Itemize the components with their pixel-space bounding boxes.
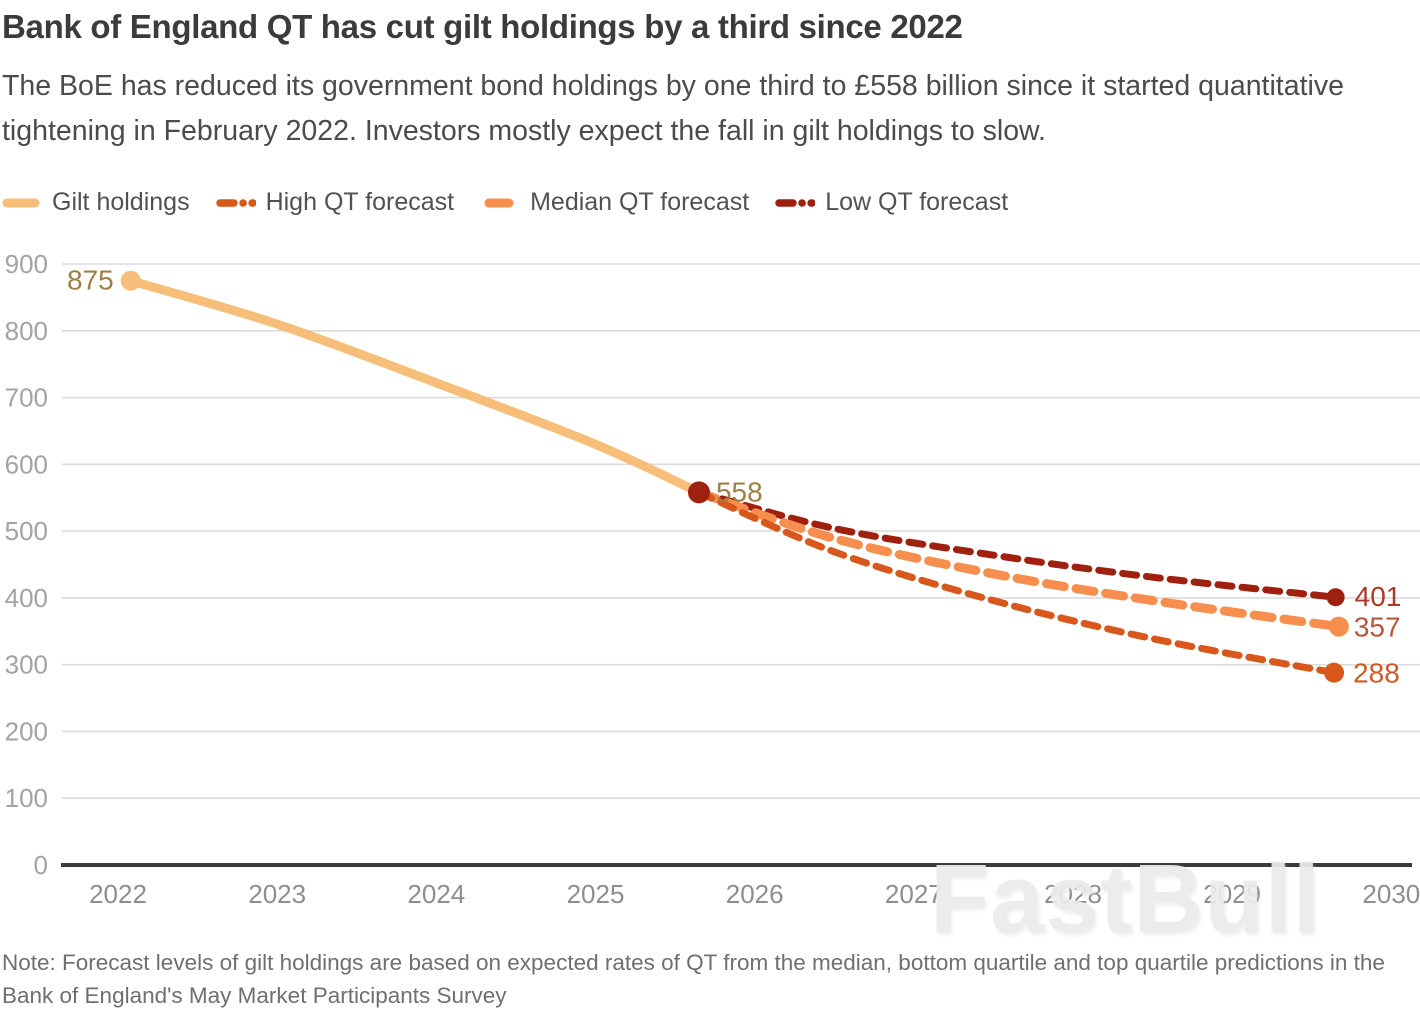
chart-subtitle: The BoE has reduced its government bond …: [2, 70, 1344, 147]
data-point-dot: [687, 481, 710, 504]
legend-item-high-qt-forecast: High QT forecast: [215, 188, 455, 217]
x-tick-label: 2030: [1362, 879, 1420, 909]
chart-legend: Gilt holdings High QT forecast Median QT…: [2, 188, 1008, 217]
x-tick-label: 2028: [1044, 879, 1102, 909]
series-line: [694, 487, 1344, 632]
page-title: Bank of England QT has cut gilt holdings…: [2, 8, 963, 45]
solid-line-swatch-icon: [2, 198, 40, 207]
y-tick-label: 600: [5, 449, 48, 479]
data-point-dot: [1326, 588, 1345, 607]
data-point-dot: [120, 270, 141, 291]
dash-dot-line-swatch-icon: [215, 198, 256, 207]
legend-item-low-qt-forecast: Low QT forecast: [775, 188, 1008, 217]
y-tick-label: 300: [5, 650, 48, 680]
y-tick-label: 100: [5, 783, 48, 813]
series-line: [695, 488, 1338, 677]
legend-label: Gilt holdings: [52, 188, 190, 216]
x-tick-label: 2027: [885, 879, 943, 909]
watermark: FastBull: [930, 844, 1321, 953]
legend-item-gilt-holdings: Gilt holdings: [2, 188, 190, 217]
legend-item-median-qt-forecast: Median QT forecast: [480, 188, 749, 217]
x-tick-label: 2023: [248, 879, 306, 909]
x-tick-label: 2026: [726, 879, 784, 909]
dash-dot-line-swatch-icon: [775, 198, 816, 207]
series-line: [695, 488, 1340, 601]
data-point-dot: [1328, 616, 1349, 637]
x-tick-label: 2025: [567, 879, 625, 909]
data-point-label: 357: [1354, 612, 1401, 643]
legend-label: Median QT forecast: [530, 188, 750, 216]
y-tick-label: 900: [5, 249, 48, 279]
x-tick-label: 2029: [1203, 879, 1261, 909]
y-tick-label: 200: [5, 716, 48, 746]
data-point-label: 401: [1355, 581, 1402, 612]
legend-label: High QT forecast: [265, 188, 455, 216]
y-tick-label: 0: [34, 850, 48, 880]
dash-line-swatch-icon: [484, 198, 514, 207]
legend-label: Low QT forecast: [825, 188, 1009, 216]
data-point-label: 875: [67, 265, 114, 296]
data-point-label: 558: [716, 476, 763, 507]
x-tick-label: 2024: [407, 879, 465, 909]
data-point-dot: [1324, 662, 1345, 683]
data-point-label: 288: [1353, 658, 1400, 689]
y-tick-label: 500: [5, 516, 48, 546]
y-tick-label: 800: [5, 316, 48, 346]
y-tick-label: 700: [5, 383, 48, 413]
series-line: [126, 276, 704, 497]
y-tick-label: 400: [5, 583, 48, 613]
footnote: Note: Forecast levels of gilt holdings a…: [2, 950, 1385, 1008]
x-tick-label: 2022: [89, 879, 147, 909]
